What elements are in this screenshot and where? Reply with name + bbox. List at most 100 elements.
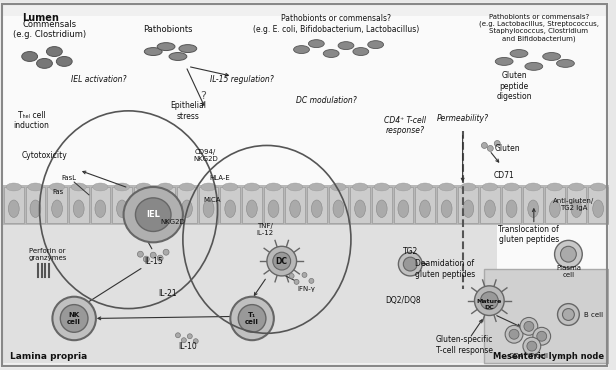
- Ellipse shape: [158, 183, 173, 191]
- Ellipse shape: [556, 60, 574, 67]
- Ellipse shape: [528, 200, 538, 218]
- FancyBboxPatch shape: [524, 187, 543, 223]
- Ellipse shape: [157, 43, 175, 51]
- Ellipse shape: [163, 249, 169, 255]
- FancyBboxPatch shape: [155, 187, 175, 223]
- Ellipse shape: [93, 183, 108, 191]
- Ellipse shape: [289, 273, 294, 278]
- Text: DQ2/DQ8: DQ2/DQ8: [386, 296, 421, 305]
- Ellipse shape: [230, 297, 274, 340]
- FancyBboxPatch shape: [134, 187, 153, 223]
- Ellipse shape: [554, 240, 582, 268]
- Ellipse shape: [181, 338, 187, 343]
- FancyBboxPatch shape: [351, 187, 370, 223]
- Ellipse shape: [309, 183, 325, 191]
- FancyBboxPatch shape: [3, 200, 497, 363]
- Ellipse shape: [95, 200, 106, 218]
- Ellipse shape: [510, 50, 528, 57]
- FancyBboxPatch shape: [307, 187, 326, 223]
- Ellipse shape: [46, 47, 62, 57]
- Text: IL-15: IL-15: [144, 257, 163, 266]
- Ellipse shape: [331, 183, 346, 191]
- Ellipse shape: [245, 183, 259, 191]
- Ellipse shape: [474, 286, 504, 316]
- FancyBboxPatch shape: [69, 187, 89, 223]
- Text: IL-15 regulation?: IL-15 regulation?: [210, 75, 274, 84]
- Ellipse shape: [6, 183, 22, 191]
- Ellipse shape: [157, 255, 163, 261]
- Ellipse shape: [485, 200, 495, 218]
- Text: HLA-E: HLA-E: [209, 175, 230, 181]
- Ellipse shape: [268, 200, 279, 218]
- FancyBboxPatch shape: [177, 187, 197, 223]
- FancyBboxPatch shape: [567, 187, 586, 223]
- Ellipse shape: [523, 337, 541, 355]
- Text: Gluten
peptide
digestion: Gluten peptide digestion: [496, 71, 532, 101]
- FancyBboxPatch shape: [3, 16, 606, 303]
- Ellipse shape: [124, 187, 183, 242]
- Text: IEL activation?: IEL activation?: [71, 75, 127, 84]
- Ellipse shape: [246, 200, 257, 218]
- Text: DC modulation?: DC modulation?: [296, 97, 357, 105]
- Text: NK
cell: NK cell: [67, 312, 81, 325]
- Ellipse shape: [543, 53, 561, 60]
- FancyBboxPatch shape: [264, 187, 283, 223]
- FancyBboxPatch shape: [588, 187, 608, 223]
- Ellipse shape: [524, 322, 534, 331]
- Ellipse shape: [187, 334, 192, 339]
- Ellipse shape: [376, 200, 387, 218]
- Text: Mesenteric lymph node: Mesenteric lymph node: [493, 352, 604, 361]
- Ellipse shape: [399, 252, 422, 276]
- FancyBboxPatch shape: [501, 187, 521, 223]
- Text: FasL: FasL: [61, 175, 76, 181]
- Ellipse shape: [505, 325, 523, 343]
- Text: Commensals
(e.g. Clostridium): Commensals (e.g. Clostridium): [13, 20, 86, 40]
- Ellipse shape: [439, 183, 454, 191]
- Ellipse shape: [482, 183, 498, 191]
- Ellipse shape: [571, 200, 582, 218]
- Ellipse shape: [136, 183, 151, 191]
- Text: Gluten-specific
T-cell response: Gluten-specific T-cell response: [436, 336, 493, 355]
- Ellipse shape: [480, 292, 498, 310]
- Ellipse shape: [418, 183, 432, 191]
- Text: IFN-γ: IFN-γ: [298, 286, 315, 292]
- Ellipse shape: [537, 331, 546, 341]
- Ellipse shape: [136, 198, 171, 232]
- Text: TNF/
IL-12: TNF/ IL-12: [256, 223, 274, 236]
- Ellipse shape: [441, 200, 452, 218]
- FancyBboxPatch shape: [480, 187, 500, 223]
- FancyBboxPatch shape: [112, 187, 132, 223]
- Ellipse shape: [160, 200, 171, 218]
- Ellipse shape: [527, 341, 537, 351]
- Ellipse shape: [509, 329, 519, 339]
- Ellipse shape: [137, 251, 144, 257]
- Ellipse shape: [368, 41, 384, 48]
- Ellipse shape: [193, 339, 198, 344]
- Ellipse shape: [60, 305, 88, 332]
- Ellipse shape: [52, 297, 96, 340]
- FancyBboxPatch shape: [4, 187, 23, 223]
- FancyBboxPatch shape: [394, 187, 413, 223]
- Ellipse shape: [36, 58, 52, 68]
- Ellipse shape: [22, 51, 38, 61]
- Ellipse shape: [222, 183, 238, 191]
- Ellipse shape: [73, 200, 84, 218]
- Ellipse shape: [504, 183, 519, 191]
- FancyBboxPatch shape: [0, 2, 609, 368]
- Ellipse shape: [267, 246, 296, 276]
- Ellipse shape: [288, 183, 302, 191]
- Text: Fas: Fas: [52, 189, 63, 195]
- Ellipse shape: [116, 200, 128, 218]
- Text: NKG2D: NKG2D: [161, 219, 185, 225]
- Ellipse shape: [398, 200, 409, 218]
- Ellipse shape: [525, 183, 541, 191]
- Ellipse shape: [461, 183, 476, 191]
- Ellipse shape: [49, 183, 65, 191]
- Ellipse shape: [266, 183, 281, 191]
- Ellipse shape: [463, 200, 474, 218]
- FancyBboxPatch shape: [372, 187, 392, 223]
- Ellipse shape: [150, 252, 156, 258]
- Ellipse shape: [403, 257, 417, 271]
- Ellipse shape: [569, 183, 584, 191]
- Ellipse shape: [179, 183, 195, 191]
